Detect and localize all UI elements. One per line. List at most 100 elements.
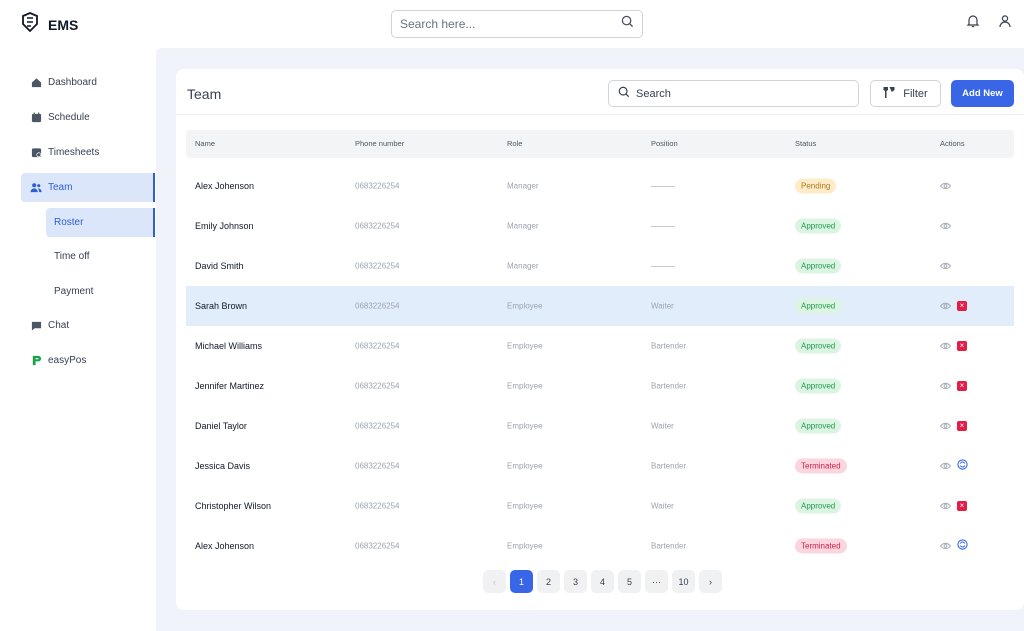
sidebar-item-label: Timesheets <box>48 147 100 158</box>
search-icon[interactable] <box>621 15 634 33</box>
easypos-logo-icon <box>30 355 42 367</box>
status-badge: Approved <box>795 378 842 394</box>
filter-icon <box>883 86 895 102</box>
table-row[interactable]: Alex Johenson 0683226254 Employee Bartender… <box>186 526 1014 566</box>
column-header-phone[interactable]: Phone number <box>355 139 405 148</box>
page-button-3[interactable]: 3 <box>564 570 587 593</box>
filter-button[interactable]: Filter <box>870 80 941 107</box>
page-button-10[interactable]: 10 <box>672 570 695 593</box>
sidebar-item-timesheets[interactable]: Timesheets <box>21 138 155 167</box>
row-actions: × <box>939 377 967 395</box>
row-name: David Smith <box>195 261 244 271</box>
sidebar-item-label: Chat <box>48 320 70 331</box>
row-position: Bartender <box>651 461 687 471</box>
calendar-icon <box>30 112 42 124</box>
view-icon[interactable] <box>939 537 952 555</box>
row-phone: 0683226254 <box>355 421 400 431</box>
view-icon[interactable] <box>939 497 952 515</box>
sidebar-item-easypos[interactable]: easyPos <box>21 346 155 375</box>
column-header-name[interactable]: Name <box>195 139 216 148</box>
table-row[interactable]: Jennifer Martinez 0683226254 Employee Barte… <box>186 366 1014 406</box>
column-header-position[interactable]: Position <box>651 139 678 148</box>
row-role: Employee <box>507 341 543 351</box>
row-name: Daniel Taylor <box>195 421 247 431</box>
sidebar-subitem-roster[interactable]: Roster <box>46 208 155 237</box>
prev-page-button[interactable]: ‹ <box>483 570 506 593</box>
row-position: Bartender <box>651 381 687 391</box>
row-actions: × <box>939 417 967 435</box>
page-button-1[interactable]: 1 <box>510 570 533 593</box>
page-button-2[interactable]: 2 <box>537 570 560 593</box>
row-actions: × <box>939 337 967 355</box>
table-row[interactable]: Emily Johnson 0683226254 Manager ——— Approve… <box>186 206 1014 246</box>
global-search[interactable] <box>391 10 643 38</box>
view-icon[interactable] <box>939 217 952 235</box>
table-row[interactable]: Daniel Taylor 0683226254 Employee Waiter App… <box>186 406 1014 446</box>
sidebar-subitem-payment[interactable]: Payment <box>46 277 155 306</box>
row-actions <box>939 537 968 555</box>
sidebar-item-label: easyPos <box>48 355 87 366</box>
table-row[interactable]: Michael Williams 0683226254 Employee Barten… <box>186 326 1014 366</box>
table-row[interactable]: Alex Johenson 0683226254 Manager ——— Pending <box>186 166 1014 206</box>
restore-icon[interactable] <box>957 457 968 475</box>
team-search[interactable] <box>608 80 859 107</box>
sidebar-subitem-time-off[interactable]: Time off <box>46 242 155 271</box>
row-actions <box>939 457 968 475</box>
global-search-input[interactable] <box>400 17 621 31</box>
row-actions: × <box>939 497 967 515</box>
row-position: Bartender <box>651 341 687 351</box>
status-badge: Terminated <box>795 538 847 554</box>
view-icon[interactable] <box>939 457 952 475</box>
column-header-status[interactable]: Status <box>795 139 817 148</box>
view-icon[interactable] <box>939 297 952 315</box>
sidebar: Dashboard Schedule Timesheets Team Roste… <box>0 48 156 631</box>
page-button-5[interactable]: 5 <box>618 570 641 593</box>
terminate-icon[interactable]: × <box>957 381 967 391</box>
row-role: Employee <box>507 421 543 431</box>
row-name: Jennifer Martinez <box>195 381 265 391</box>
user-icon[interactable] <box>998 14 1012 33</box>
chat-icon <box>30 320 42 332</box>
row-phone: 0683226254 <box>355 301 400 311</box>
view-icon[interactable] <box>939 417 952 435</box>
view-icon[interactable] <box>939 177 952 195</box>
app-logo[interactable]: EMS <box>20 12 78 37</box>
row-name: Alex Johenson <box>195 541 255 551</box>
column-header-role[interactable]: Role <box>507 139 523 148</box>
terminate-icon[interactable]: × <box>957 301 967 311</box>
sidebar-item-schedule[interactable]: Schedule <box>21 103 155 132</box>
sidebar-item-dashboard[interactable]: Dashboard <box>21 68 155 97</box>
view-icon[interactable] <box>939 257 952 275</box>
divider <box>176 114 1024 115</box>
column-header-actions: Actions <box>940 139 965 148</box>
row-name: Christopher Wilson <box>195 501 272 511</box>
table-row[interactable]: David Smith 0683226254 Manager ——— Approved <box>186 246 1014 286</box>
row-role: Employee <box>507 541 543 551</box>
add-new-button[interactable]: Add New <box>951 80 1014 107</box>
next-page-button[interactable]: › <box>699 570 722 593</box>
view-icon[interactable] <box>939 337 952 355</box>
sidebar-item-chat[interactable]: Chat <box>21 311 155 340</box>
page-button-4[interactable]: 4 <box>591 570 614 593</box>
bell-icon[interactable] <box>966 14 980 33</box>
restore-icon[interactable] <box>957 537 968 555</box>
table-row[interactable]: Jessica Davis 0683226254 Employee Bartender… <box>186 446 1014 486</box>
table-header: Name Phone number Role Position Status A… <box>186 130 1014 158</box>
terminate-icon[interactable]: × <box>957 421 967 431</box>
status-badge: Approved <box>795 218 842 234</box>
team-search-input[interactable] <box>636 87 849 100</box>
row-name: Michael Williams <box>195 341 263 351</box>
row-position: Waiter <box>651 501 674 511</box>
table-row[interactable]: Sarah Brown 0683226254 Employee Waiter Appro… <box>186 286 1014 326</box>
view-icon[interactable] <box>939 377 952 395</box>
sidebar-item-label: Schedule <box>48 112 90 123</box>
search-icon <box>618 85 630 103</box>
table-row[interactable]: Christopher Wilson 0683226254 Employee Wait… <box>186 486 1014 526</box>
filter-label: Filter <box>903 87 928 100</box>
page-title: Team <box>187 86 222 102</box>
terminate-icon[interactable]: × <box>957 341 967 351</box>
terminate-icon[interactable]: × <box>957 501 967 511</box>
row-phone: 0683226254 <box>355 501 400 511</box>
sidebar-item-team[interactable]: Team <box>21 173 155 202</box>
row-position: ——— <box>651 261 675 271</box>
